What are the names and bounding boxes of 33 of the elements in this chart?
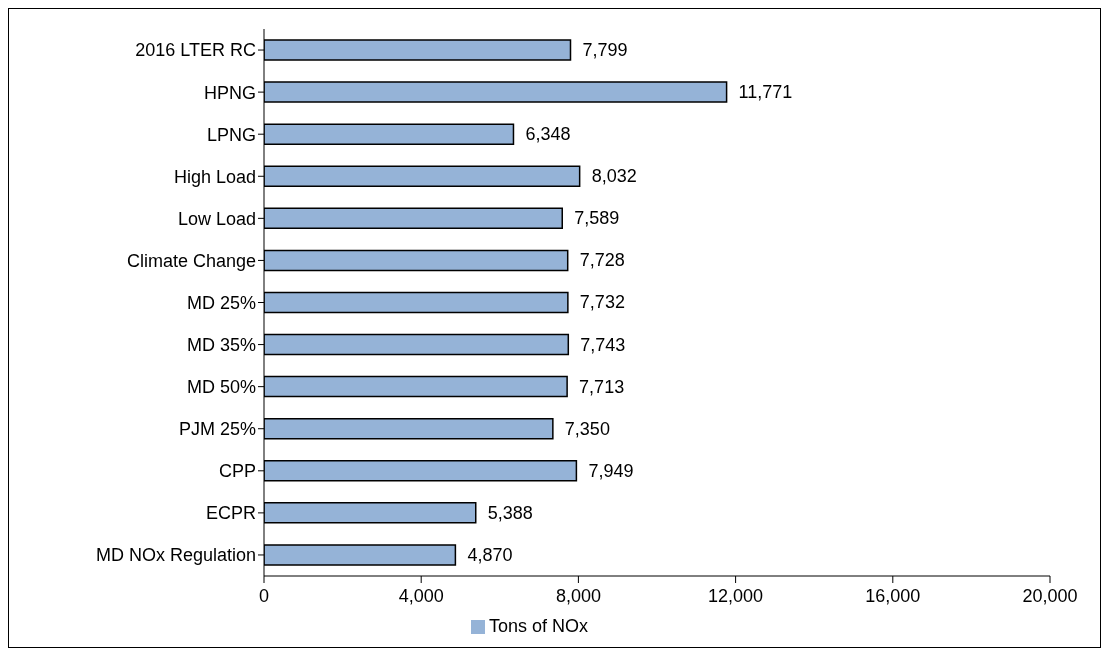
y-tick-label: Low Load [177, 208, 256, 229]
data-label: 11,771 [738, 82, 793, 103]
x-tick-label: 16,000 [865, 585, 921, 606]
x-tick-label: 4,000 [398, 585, 444, 606]
legend-label: Tons of NOx [488, 616, 589, 636]
y-tick-label: MD NOx Regulation [95, 545, 256, 566]
data-label: 7,732 [579, 292, 625, 313]
y-tick-label: High Load [173, 166, 256, 187]
y-tick-label: MD 50% [186, 377, 256, 398]
y-tick-label: 2016 LTER RC [135, 40, 256, 61]
y-tick-label: MD 25% [186, 292, 256, 313]
data-label: 7,350 [564, 418, 610, 439]
x-tick-label: 12,000 [708, 585, 764, 606]
data-label: 4,870 [467, 544, 513, 565]
y-tick-label: PJM 25% [178, 419, 256, 440]
y-tick-label: LPNG [206, 124, 256, 145]
data-label: 7,589 [574, 208, 620, 229]
x-tick-label: 8,000 [555, 585, 601, 606]
x-tick-label: 20,000 [1022, 585, 1078, 606]
y-tick-label: ECPR [205, 503, 256, 524]
data-label: 8,032 [591, 166, 637, 187]
data-label: 7,728 [579, 250, 625, 271]
y-tick-label: Climate Change [126, 250, 256, 271]
data-label: 7,949 [588, 460, 634, 481]
y-tick-label: HPNG [203, 82, 256, 103]
y-tick-label: MD 35% [186, 334, 256, 355]
data-label: 7,743 [580, 334, 626, 355]
data-label: 5,388 [487, 502, 533, 523]
data-label: 7,713 [579, 376, 625, 397]
y-tick-label: CPP [218, 461, 256, 482]
data-label: 7,799 [582, 40, 628, 60]
x-tick-label: 0 [258, 585, 270, 606]
data-label: 6,348 [525, 124, 571, 145]
